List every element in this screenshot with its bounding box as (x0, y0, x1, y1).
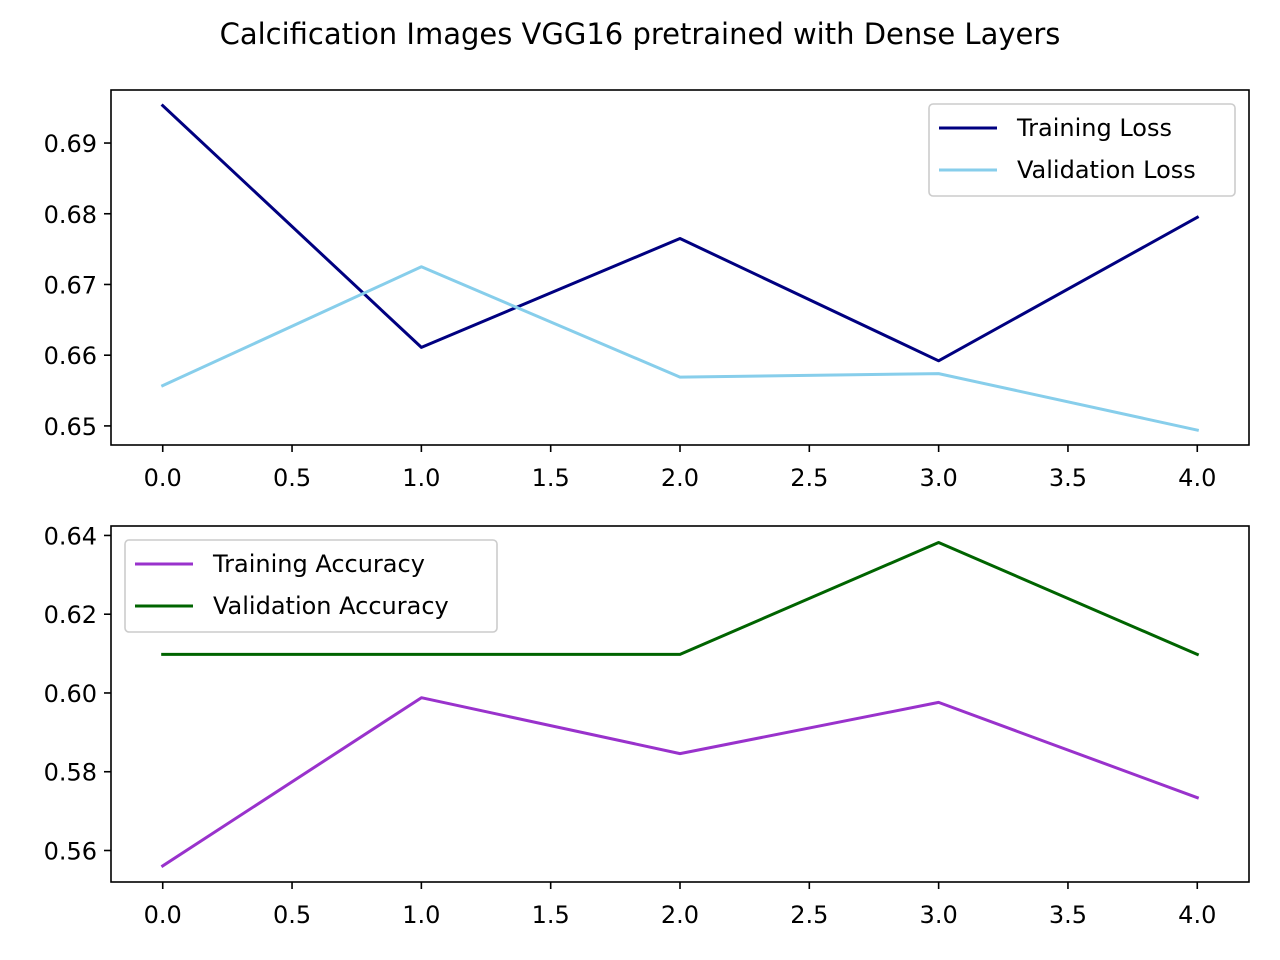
loss-series-line-training (160, 103, 1200, 363)
loss-x-tick-label: 3.0 (920, 464, 958, 492)
accuracy-chart: 0.0 0.5 1.0 1.5 2.0 2.5 3.0 3.5 4.0 0.56 0.58 0.60 0… (44, 522, 1250, 929)
accuracy-x-tick-label: 0.0 (144, 901, 182, 929)
loss-y-tick-label: 0.67 (44, 271, 97, 299)
loss-y-tick-label: 0.65 (44, 413, 97, 441)
loss-series-line-validation (160, 265, 1200, 432)
accuracy-axes-frame (110, 525, 1250, 883)
loss-x-tick-label: 4.0 (1178, 464, 1216, 492)
accuracy-x-tick-label: 4.0 (1178, 901, 1216, 929)
accuracy-legend-label: Validation Accuracy (213, 592, 449, 620)
accuracy-series-line-validation (161, 541, 1200, 657)
loss-legend: Training Loss Validation Loss (928, 103, 1236, 197)
accuracy-x-tick-label: 2.0 (661, 901, 699, 929)
loss-x-tick-label: 1.5 (532, 464, 570, 492)
loss-y-tick-label: 0.68 (44, 201, 97, 229)
loss-y-tick-label: 0.66 (44, 342, 97, 370)
accuracy-series-line-training (160, 696, 1200, 868)
loss-axes-frame (110, 89, 1250, 446)
loss-chart: 0.0 0.5 1.0 1.5 2.0 2.5 3.0 3.5 4.0 0.65 0.66 0.67 0… (44, 89, 1250, 492)
accuracy-y-tick-label: 0.64 (44, 522, 97, 550)
accuracy-x-tick-label: 3.0 (920, 901, 958, 929)
accuracy-y-tick-label: 0.62 (44, 601, 97, 629)
accuracy-legend-label: Training Accuracy (212, 550, 425, 578)
accuracy-x-tick-label: 0.5 (273, 901, 311, 929)
loss-legend-label: Validation Loss (1017, 156, 1196, 184)
loss-legend-label: Training Loss (1016, 114, 1172, 142)
accuracy-x-tick-label: 1.5 (532, 901, 570, 929)
loss-y-tick-label: 0.69 (44, 130, 97, 158)
loss-x-tick-label: 1.0 (402, 464, 440, 492)
loss-x-tick-label: 0.5 (273, 464, 311, 492)
accuracy-x-tick-label: 3.5 (1049, 901, 1087, 929)
loss-x-tick-label: 3.5 (1049, 464, 1087, 492)
accuracy-y-tick-label: 0.56 (44, 837, 97, 865)
accuracy-legend: Training Accuracy Validation Accuracy (124, 539, 498, 633)
loss-x-tick-label: 2.0 (661, 464, 699, 492)
accuracy-x-tick-label: 2.5 (790, 901, 828, 929)
accuracy-x-tick-label: 1.0 (402, 901, 440, 929)
accuracy-y-tick-label: 0.58 (44, 759, 97, 787)
accuracy-y-tick-label: 0.60 (44, 680, 97, 708)
loss-x-tick-label: 0.0 (144, 464, 182, 492)
accuracy-legend-box (124, 539, 498, 633)
loss-legend-box (928, 103, 1236, 197)
figure-title: Calcification Images VGG16 pretrained wi… (220, 17, 1061, 51)
loss-x-tick-label: 2.5 (790, 464, 828, 492)
